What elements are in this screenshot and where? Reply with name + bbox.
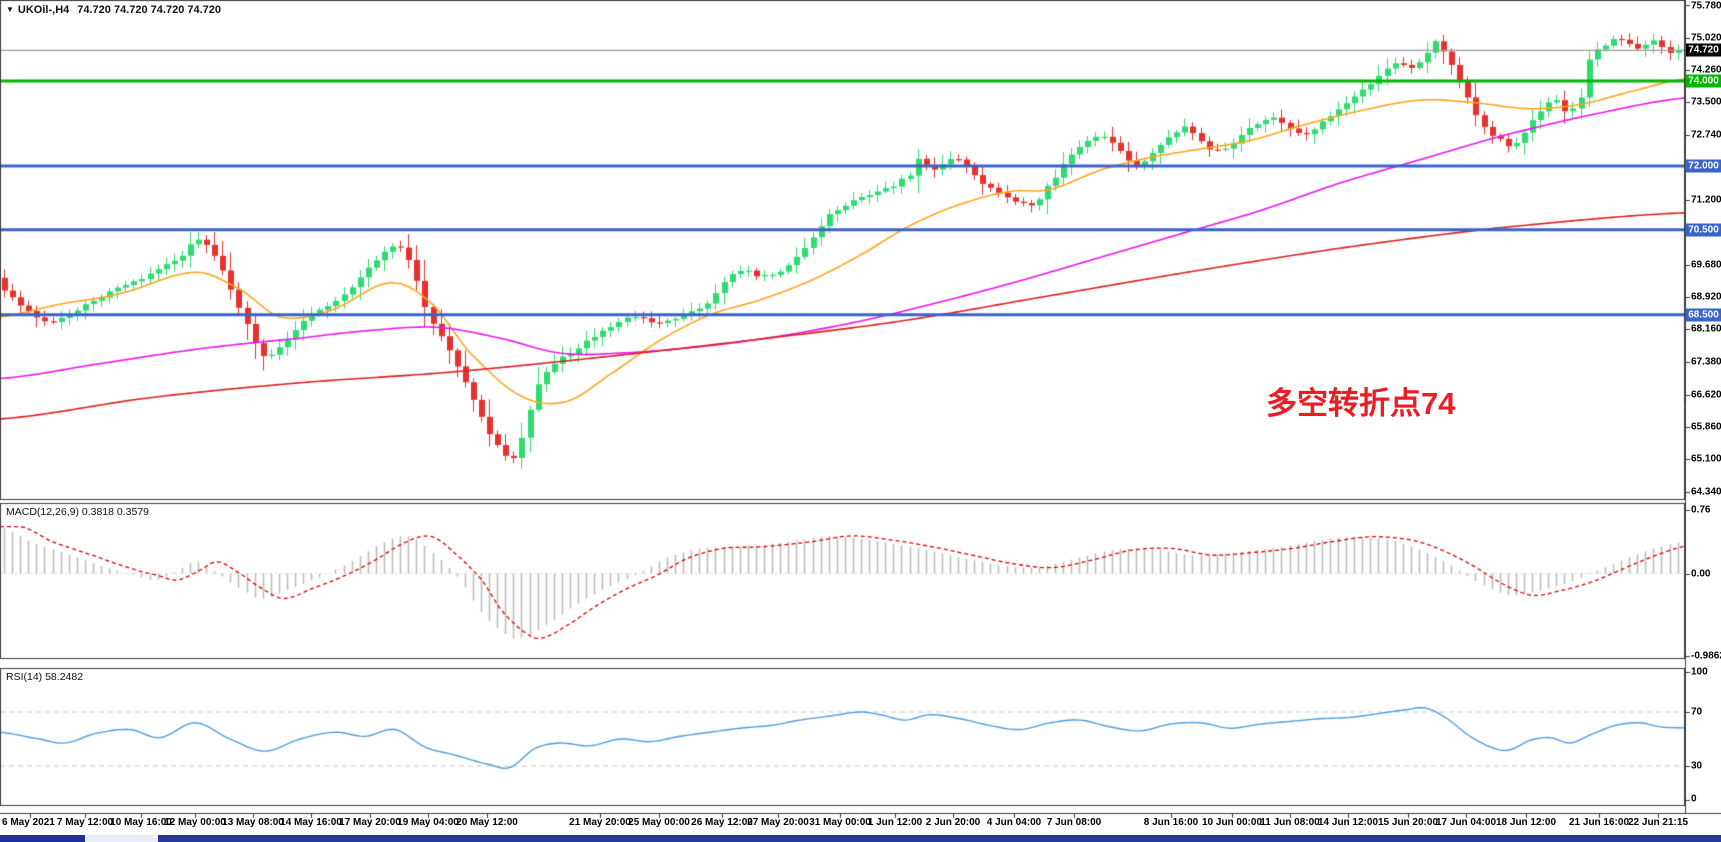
time-axis-label: 10 Jun 00:00: [1201, 817, 1263, 828]
trade-annotation-text: 多空转折点74: [1266, 386, 1456, 421]
rsi-axis-label: 0: [1691, 793, 1697, 805]
rsi-axis-label: 30: [1691, 760, 1703, 772]
price-axis-label: 72.740: [1691, 129, 1721, 141]
time-axis-label: 11 Jun 08:00: [1260, 817, 1320, 828]
price-axis-label: 65.100: [1691, 453, 1721, 465]
price-axis-label: 73.500: [1691, 96, 1721, 108]
rsi-axis-label: 70: [1691, 706, 1703, 718]
time-axis-label: 26 May 12:00: [691, 817, 753, 828]
time-axis-label: 21 Jun 16:00: [1568, 817, 1630, 828]
time-axis-label: 1 Jun 12:00: [867, 817, 923, 828]
time-axis-label: 7 Jun 08:00: [1046, 817, 1102, 828]
time-axis-label: 25 May 00:00: [628, 817, 690, 828]
time-axis-label: 19 May 04:00: [397, 817, 459, 828]
time-axis-label: 15 Jun 20:00: [1377, 817, 1439, 828]
level-badge-68500: 68.500: [1686, 308, 1721, 322]
time-axis-label: 2 Jun 20:00: [925, 817, 981, 828]
level-badge-70500: 70.500: [1686, 223, 1721, 237]
price-axis-label: 66.620: [1691, 389, 1721, 401]
time-axis-label: 17 May 20:00: [339, 817, 401, 828]
time-axis-label: 4 Jun 04:00: [986, 817, 1042, 828]
price-axis-label: 74.260: [1691, 64, 1721, 76]
macd-indicator-label: MACD(12,26,9) 0.3818 0.3579: [6, 506, 150, 518]
price-axis-label: 75.780: [1691, 0, 1721, 12]
level-badge-74000: 74.000: [1686, 74, 1721, 88]
chart-title-bar: ▼ UKOil-,H4 74.720 74.720 74.720 74.720: [6, 4, 221, 16]
bottom-strip-segment: [158, 835, 1721, 842]
level-badge-72000: 72.000: [1686, 159, 1721, 173]
symbol-period-label: UKOil-,H4: [17, 4, 70, 16]
time-axis-label: 14 May 16:00: [280, 817, 342, 828]
price-axis-label: 71.200: [1691, 194, 1721, 206]
time-axis-label: 13 May 08:00: [222, 817, 284, 828]
price-axis-label: 75.020: [1691, 32, 1721, 44]
price-axis-label: 65.860: [1691, 421, 1721, 433]
price-axis-label: 68.920: [1691, 291, 1721, 303]
time-axis-label: 7 May 12:00: [56, 817, 114, 828]
macd-axis-label: 0.00: [1691, 568, 1711, 579]
bottom-strip-segment: [85, 835, 158, 842]
bottom-strip-segment: [0, 835, 85, 842]
macd-axis-label: -0.9862: [1691, 650, 1721, 662]
current-price-badge: 74.720: [1686, 43, 1721, 57]
price-axis-label: 69.680: [1691, 259, 1721, 271]
time-axis-label: 27 May 20:00: [747, 817, 809, 828]
rsi-indicator-label: RSI(14) 58.2482: [6, 671, 84, 683]
time-axis-label: 14 Jun 12:00: [1317, 817, 1379, 828]
time-axis-label: 17 Jun 04:00: [1435, 817, 1497, 828]
ohlc-quote-values: 74.720 74.720 74.720 74.720: [77, 4, 222, 16]
macd-axis-label: 0.76: [1691, 504, 1711, 516]
price-axis-label: 67.380: [1691, 356, 1721, 368]
time-axis-label: 22 Jun 21:15: [1627, 817, 1689, 828]
price-axis-label: 64.340: [1691, 486, 1721, 498]
rsi-axis-label: 100: [1691, 666, 1708, 677]
time-axis-label: 31 May 00:00: [809, 817, 871, 828]
time-axis-label: 18 Jun 12:00: [1495, 817, 1557, 828]
symbol-expander-icon[interactable]: ▼: [6, 5, 14, 14]
time-axis-label: 8 Jun 16:00: [1143, 817, 1199, 828]
time-axis-label: 6 May 2021: [2, 817, 55, 828]
time-axis-label: 20 May 12:00: [456, 817, 518, 828]
price-axis-label: 68.160: [1691, 323, 1721, 335]
time-axis-label: 10 May 16:00: [110, 817, 172, 828]
time-axis-label: 21 May 20:00: [569, 817, 631, 828]
time-axis-label: 12 May 00:00: [164, 817, 226, 828]
